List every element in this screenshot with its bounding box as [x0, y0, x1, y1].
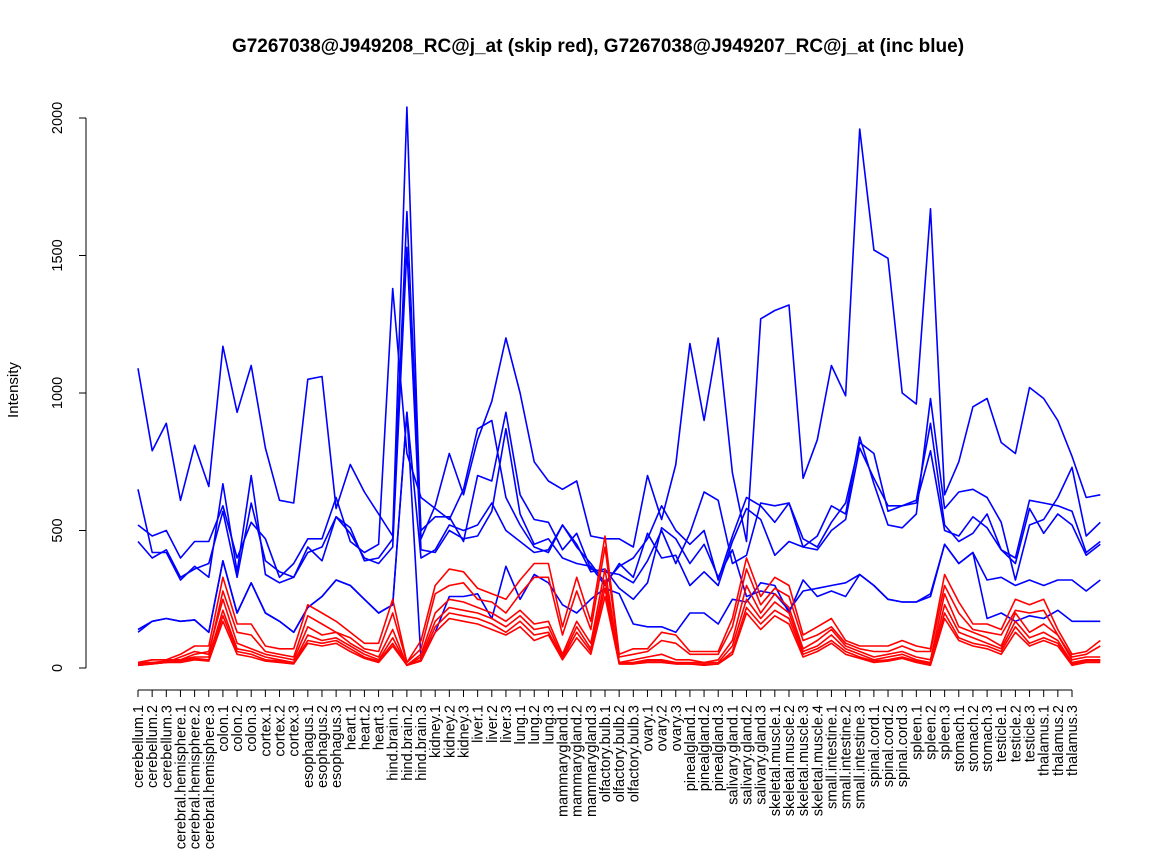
x-tick-label: colon.2	[230, 705, 246, 752]
x-tick-label: heart.2	[357, 705, 373, 750]
x-tick-label: spleen.1	[909, 705, 925, 760]
y-tick-label: 1000	[50, 377, 66, 409]
x-tick-label: salivary.gland.1	[725, 705, 741, 805]
x-tick-label: salivary.gland.3	[754, 705, 770, 805]
x-tick-label: small.intestine.3	[853, 705, 869, 809]
x-tick-label: stomach.3	[980, 705, 996, 772]
x-tick-label: spleen.2	[923, 705, 939, 760]
chart-title: G7267038@J949208_RC@j_at (skip red), G72…	[232, 36, 964, 57]
x-tick-label: skeletal.muscle.4	[810, 705, 826, 816]
x-tick-label: spinal.cord.1	[867, 705, 883, 787]
x-tick-label: small.intestine.1	[824, 705, 840, 809]
x-tick-label: thalamus.2	[1051, 705, 1067, 776]
x-tick-label: liver.2	[485, 705, 501, 743]
x-tick-label: pinealgland.2	[697, 705, 713, 791]
x-tick-label: hind.brain.3	[414, 705, 430, 781]
x-tick-label: kidney.1	[428, 705, 444, 758]
skip-series-line-7	[138, 546, 1101, 664]
x-tick-label: hind.brain.2	[400, 705, 416, 781]
inc-series-line-4	[137, 411, 1101, 634]
skip-series-line-6	[137, 535, 1101, 664]
skip-series-line-11	[137, 595, 1101, 667]
x-tick-label: esophagus.3	[329, 705, 345, 788]
x-tick-label: cortex.2	[273, 705, 289, 757]
x-tick-label: thalamus.1	[1037, 705, 1053, 776]
x-axis: cerebellum.1cerebellum.2cerebellum.3cere…	[131, 689, 1081, 849]
x-tick-label: esophagus.2	[315, 705, 331, 788]
x-tick-label: mammarygland.3	[584, 705, 600, 817]
y-tick-label: 1500	[50, 239, 66, 271]
x-tick-label: kidney.3	[456, 705, 472, 758]
y-tick-label: 500	[50, 518, 66, 542]
x-tick-label: kidney.2	[442, 705, 458, 758]
x-tick-label: testicle.1	[994, 705, 1010, 762]
x-tick-label: spinal.cord.2	[881, 705, 897, 787]
inc-series-line-2	[137, 287, 1101, 584]
x-tick-label: colon.1	[216, 705, 232, 752]
x-tick-label: cerebral.hemisphere.1	[173, 705, 189, 849]
x-tick-label: small.intestine.2	[839, 705, 855, 809]
x-tick-label: spinal.cord.3	[895, 705, 911, 787]
x-tick-label: heart.1	[343, 705, 359, 750]
x-tick-label: testicle.3	[1023, 705, 1039, 762]
x-tick-label: olfactory.bulb.1	[598, 705, 614, 802]
x-tick-label: mammarygland.1	[556, 705, 572, 817]
y-tick-label: 2000	[50, 102, 66, 134]
x-tick-label: heart.3	[372, 705, 388, 750]
x-tick-label: skeletal.muscle.2	[782, 705, 798, 816]
x-tick-label: skeletal.muscle.3	[796, 705, 812, 816]
x-tick-label: liver.1	[471, 705, 487, 743]
series-layer	[137, 106, 1101, 667]
x-tick-label: olfactory.bulb.2	[612, 705, 628, 802]
x-tick-label: liver.3	[499, 705, 515, 743]
y-axis: 0 500 1000 1500 2000	[50, 102, 87, 672]
x-tick-label: olfactory.bulb.3	[626, 705, 642, 802]
inc-series-line-0	[137, 106, 1101, 548]
x-tick-label: cerebellum.2	[145, 705, 161, 788]
x-tick-label: testicle.2	[1008, 705, 1024, 762]
x-tick-label: mammarygland.2	[570, 705, 586, 817]
x-tick-label: spleen.3	[938, 705, 954, 760]
x-tick-label: skeletal.muscle.1	[768, 705, 784, 816]
x-tick-label: lung.2	[527, 705, 543, 745]
inc-series-line-1	[137, 210, 1101, 584]
x-tick-label: stomach.2	[966, 705, 982, 772]
x-tick-label: cortex.1	[258, 705, 274, 757]
x-tick-label: lung.1	[513, 705, 529, 745]
x-tick-label: cerebellum.3	[159, 705, 175, 788]
x-tick-label: hind.brain.1	[386, 705, 402, 781]
x-tick-label: lung.3	[541, 705, 557, 745]
y-tick-label: 0	[50, 664, 66, 672]
inc-series-line-5	[137, 411, 1101, 661]
x-tick-label: pinealgland.1	[683, 705, 699, 791]
x-tick-label: ovary.1	[640, 705, 656, 751]
x-tick-label: esophagus.1	[301, 705, 317, 788]
x-tick-label: stomach.1	[952, 705, 968, 772]
inc-series-line-3	[137, 246, 1101, 587]
x-tick-label: ovary.3	[669, 705, 685, 751]
x-tick-label: cortex.3	[287, 705, 303, 757]
x-tick-label: ovary.2	[655, 705, 671, 751]
y-axis-label: Intensity	[5, 362, 22, 418]
x-tick-label: cerebellum.1	[131, 705, 147, 788]
x-tick-label: salivary.gland.2	[740, 705, 756, 805]
x-tick-label: colon.3	[244, 705, 260, 752]
x-tick-label: pinealgland.3	[711, 705, 727, 791]
x-tick-label: cerebral.hemisphere.3	[202, 705, 218, 849]
x-tick-label: thalamus.3	[1065, 705, 1081, 776]
x-tick-label: cerebral.hemisphere.2	[188, 705, 204, 849]
